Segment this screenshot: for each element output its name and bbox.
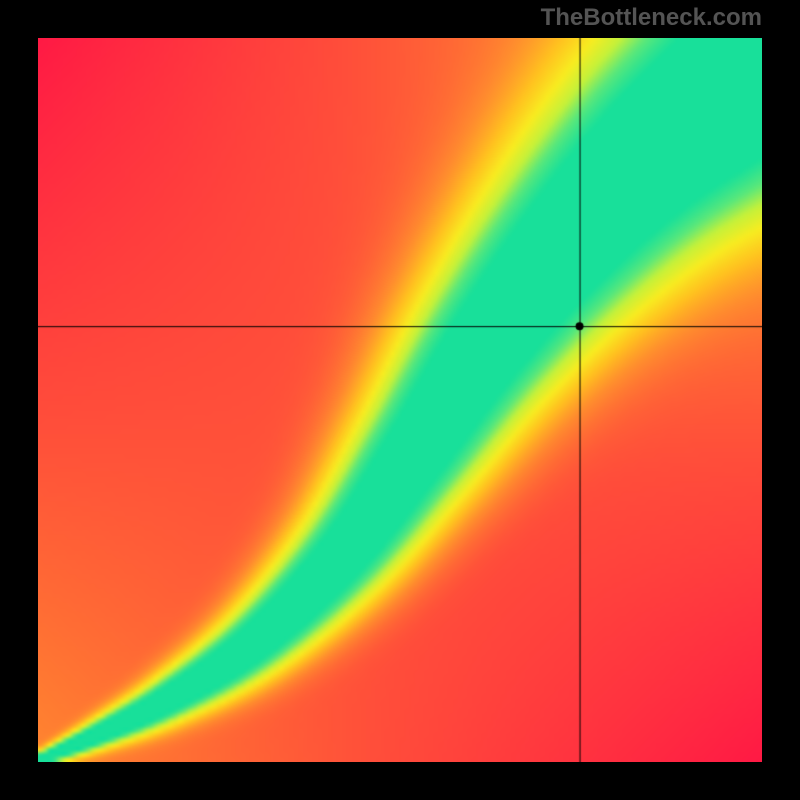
watermark-text: TheBottleneck.com [541, 4, 762, 32]
root-container: TheBottleneck.com [0, 0, 800, 800]
bottleneck-heatmap [38, 38, 762, 762]
